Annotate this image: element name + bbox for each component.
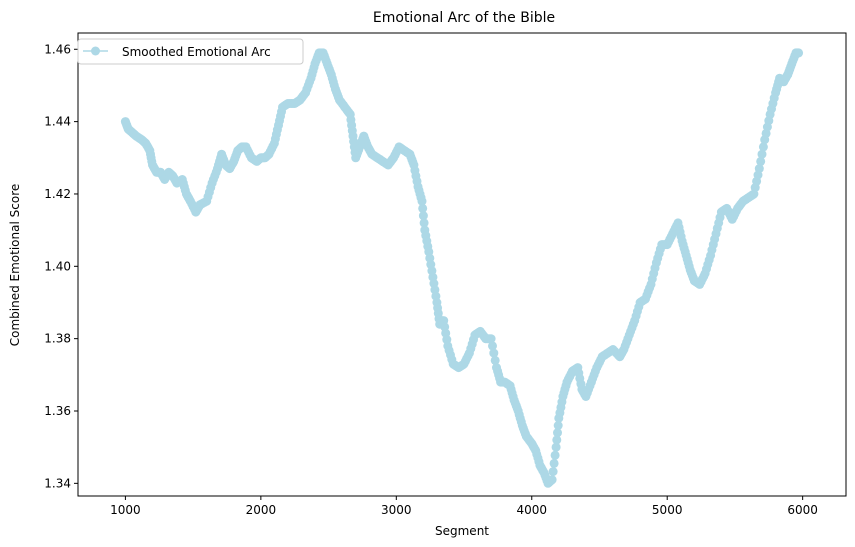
series-group — [120, 48, 804, 488]
data-point — [794, 48, 804, 58]
data-point — [486, 334, 496, 344]
data-point — [548, 467, 558, 477]
series-markers — [120, 48, 804, 488]
data-point — [417, 196, 427, 206]
chart-title: Emotional Arc of the Bible — [373, 10, 555, 26]
x-tick-label: 1000 — [110, 503, 141, 517]
data-point — [550, 450, 560, 460]
data-point — [549, 458, 559, 468]
data-point — [418, 211, 428, 221]
y-tick-label: 1.40 — [44, 259, 71, 273]
data-point — [488, 341, 497, 351]
x-axis-label: Segment — [435, 524, 489, 538]
data-point — [489, 348, 499, 358]
data-point — [553, 421, 563, 430]
y-tick-label: 1.46 — [44, 42, 71, 56]
data-point — [754, 164, 764, 174]
data-point — [758, 142, 768, 152]
data-point — [418, 203, 428, 213]
data-point — [553, 428, 562, 438]
legend-frame — [77, 38, 304, 65]
y-tick-label: 1.36 — [44, 404, 71, 418]
legend-label: Smoothed Emotional Arc — [122, 45, 271, 59]
y-tick-label: 1.34 — [44, 476, 71, 490]
data-point — [419, 218, 429, 228]
data-point — [490, 355, 500, 365]
y-axis-label: Combined Emotional Score — [8, 184, 22, 347]
data-point — [552, 435, 562, 445]
data-point — [756, 156, 766, 166]
plot-frame — [77, 32, 847, 497]
data-point — [551, 442, 561, 452]
y-axis: 1.34 1.36 1.38 1.40 1.42 1.44 1.46 — [44, 42, 78, 490]
x-tick-label: 2000 — [246, 503, 277, 517]
y-tick-label: 1.38 — [44, 332, 71, 346]
x-axis: 1000 2000 3000 4000 5000 6000 — [110, 496, 818, 517]
legend: Smoothed Emotional Arc — [77, 38, 304, 65]
data-point — [547, 475, 557, 485]
x-tick-label: 6000 — [787, 503, 818, 517]
x-tick-label: 4000 — [516, 503, 547, 517]
plot-area — [77, 32, 847, 497]
x-tick-label: 3000 — [381, 503, 412, 517]
legend-marker-swatch — [91, 46, 100, 56]
x-tick-label: 5000 — [652, 503, 683, 517]
data-point — [757, 149, 767, 159]
y-tick-label: 1.44 — [44, 115, 71, 129]
y-tick-label: 1.42 — [44, 187, 71, 201]
